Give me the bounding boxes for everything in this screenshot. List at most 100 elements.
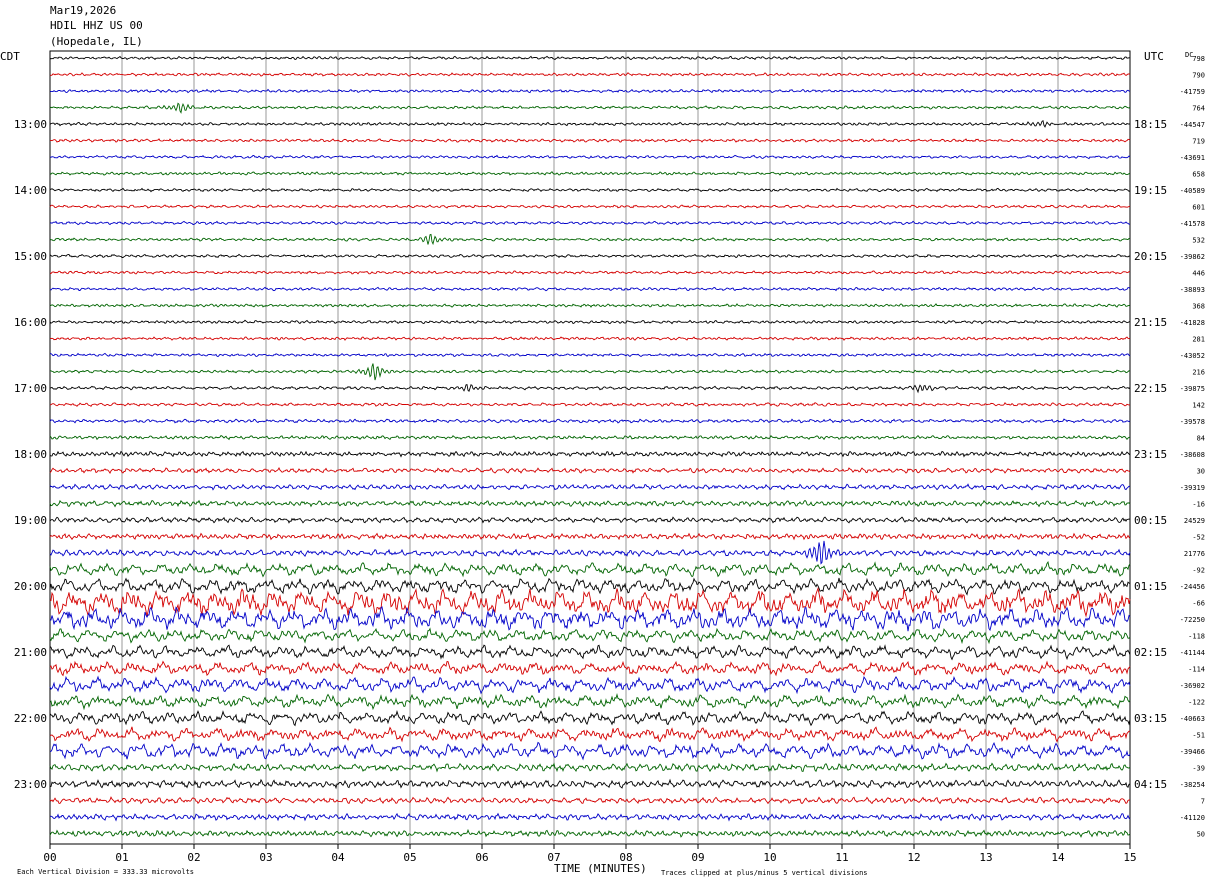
- dc-offset-value: -36902: [1180, 682, 1205, 690]
- left-hour-label: 22:00: [14, 712, 47, 725]
- dc-offset-value: -38608: [1180, 451, 1205, 459]
- station-location: (Hopedale, IL): [50, 35, 143, 48]
- seismic-trace: [50, 138, 1131, 143]
- seismic-trace: [49, 710, 1131, 727]
- dc-offset-value: 719: [1192, 138, 1205, 146]
- seismic-trace: [49, 102, 1131, 114]
- left-hour-label: 20:00: [14, 580, 47, 593]
- dc-offset-value: -39: [1192, 765, 1205, 773]
- seismic-trace: [49, 286, 1131, 292]
- seismic-trace: [49, 72, 1131, 77]
- right-hour-label: 02:15: [1134, 646, 1167, 659]
- x-tick-label: 12: [907, 851, 920, 864]
- dc-offset-value: -24456: [1180, 583, 1205, 591]
- dc-offset-value: -16: [1192, 501, 1205, 509]
- dc-offset-value: -41144: [1180, 649, 1205, 657]
- seismic-trace: [49, 812, 1131, 822]
- left-hour-label: 14:00: [14, 184, 47, 197]
- seismic-trace: [49, 532, 1131, 541]
- dc-offset-value: -39319: [1180, 484, 1205, 492]
- dc-offset-value: -72250: [1180, 616, 1205, 624]
- x-tick-label: 02: [187, 851, 200, 864]
- seismic-trace: [49, 577, 1131, 596]
- dc-offset-value: -39466: [1180, 748, 1205, 756]
- dc-offset-value: -41828: [1180, 319, 1205, 327]
- x-tick-label: 13: [979, 851, 992, 864]
- seismic-trace: [49, 561, 1131, 578]
- x-tick-label: 10: [763, 851, 776, 864]
- seismic-trace: [49, 644, 1131, 661]
- right-hour-label: 23:15: [1134, 448, 1167, 461]
- dc-offset-value: -38893: [1180, 286, 1205, 294]
- dc-offset-value: 24529: [1184, 517, 1205, 525]
- dc-offset-value: -39578: [1180, 418, 1205, 426]
- seismic-trace: [49, 220, 1130, 226]
- seismic-trace: [49, 204, 1131, 209]
- dc-offset-value: -66: [1192, 600, 1205, 608]
- dc-offset-value: 790: [1192, 72, 1205, 80]
- plot-date: Mar19,2026: [50, 4, 117, 17]
- seismic-trace: [49, 660, 1131, 677]
- dc-offset-value: -40663: [1180, 715, 1205, 723]
- left-hour-label: 13:00: [14, 118, 47, 131]
- left-hour-label: 16:00: [14, 316, 47, 329]
- x-tick-label: 15: [1123, 851, 1136, 864]
- seismic-trace: [49, 319, 1131, 325]
- seismic-trace: [49, 233, 1131, 246]
- x-tick-label: 00: [43, 851, 56, 864]
- seismic-trace: [49, 796, 1131, 805]
- seismic-trace: [49, 55, 1130, 61]
- seismic-trace: [49, 540, 1131, 565]
- seismic-trace: [49, 627, 1131, 645]
- x-tick-label: 08: [619, 851, 632, 864]
- seismic-trace: [49, 741, 1131, 761]
- right-hour-label: 20:15: [1134, 250, 1167, 263]
- left-hour-label: 15:00: [14, 250, 47, 263]
- dc-offset-value: -41578: [1180, 220, 1205, 228]
- left-hour-label: 21:00: [14, 646, 47, 659]
- dc-offset-value: -43691: [1180, 154, 1205, 162]
- dc-offset-value: -41120: [1180, 814, 1205, 822]
- dc-offset-value: 30: [1197, 468, 1205, 476]
- seismic-trace: [49, 483, 1131, 491]
- dc-offset-value: 658: [1192, 171, 1205, 179]
- seismic-trace: [49, 303, 1130, 308]
- dc-offset-value: -122: [1188, 699, 1205, 707]
- left-hour-label: 23:00: [14, 778, 47, 791]
- seismic-trace: [49, 762, 1131, 773]
- x-tick-label: 04: [331, 851, 345, 864]
- right-hour-label: 19:15: [1134, 184, 1167, 197]
- dc-offset-value: 50: [1197, 831, 1205, 839]
- dc-offset-value: -40589: [1180, 187, 1205, 195]
- scale-note: Each Vertical Division = 333.33 microvol…: [17, 868, 195, 876]
- seismic-trace: [49, 693, 1131, 711]
- dc-offset-value: -43052: [1180, 352, 1205, 360]
- seismic-trace: [50, 363, 1131, 381]
- x-axis-label: TIME (MINUTES): [554, 862, 647, 875]
- dc-offset-value: 216: [1192, 369, 1205, 377]
- station-code: HDIL HHZ US 00: [50, 19, 143, 32]
- dc-offset-value: 798: [1192, 55, 1205, 63]
- seismic-trace: [49, 675, 1131, 695]
- dc-offset-value: 142: [1192, 402, 1205, 410]
- seismic-trace: [49, 88, 1131, 94]
- x-tick-label: 11: [835, 851, 848, 864]
- dc-offset-value: 532: [1192, 237, 1205, 245]
- dc-offset-value: 21776: [1184, 550, 1205, 558]
- left-hour-label: 18:00: [14, 448, 47, 461]
- right-hour-label: 22:15: [1134, 382, 1167, 395]
- x-tick-label: 06: [475, 851, 488, 864]
- seismic-trace: [49, 187, 1131, 193]
- dc-offset-value: 446: [1192, 270, 1205, 278]
- dc-offset-header: DC: [1185, 51, 1194, 59]
- seismic-trace: [49, 154, 1131, 160]
- dc-offset-value: -52: [1192, 534, 1205, 542]
- x-tick-label: 09: [691, 851, 704, 864]
- right-hour-label: 21:15: [1134, 316, 1167, 329]
- seismic-trace: [49, 726, 1131, 743]
- dc-offset-value: 601: [1192, 204, 1205, 212]
- seismic-trace: [49, 828, 1131, 838]
- dc-offset-value: -114: [1188, 666, 1205, 674]
- seismic-trace: [49, 402, 1131, 407]
